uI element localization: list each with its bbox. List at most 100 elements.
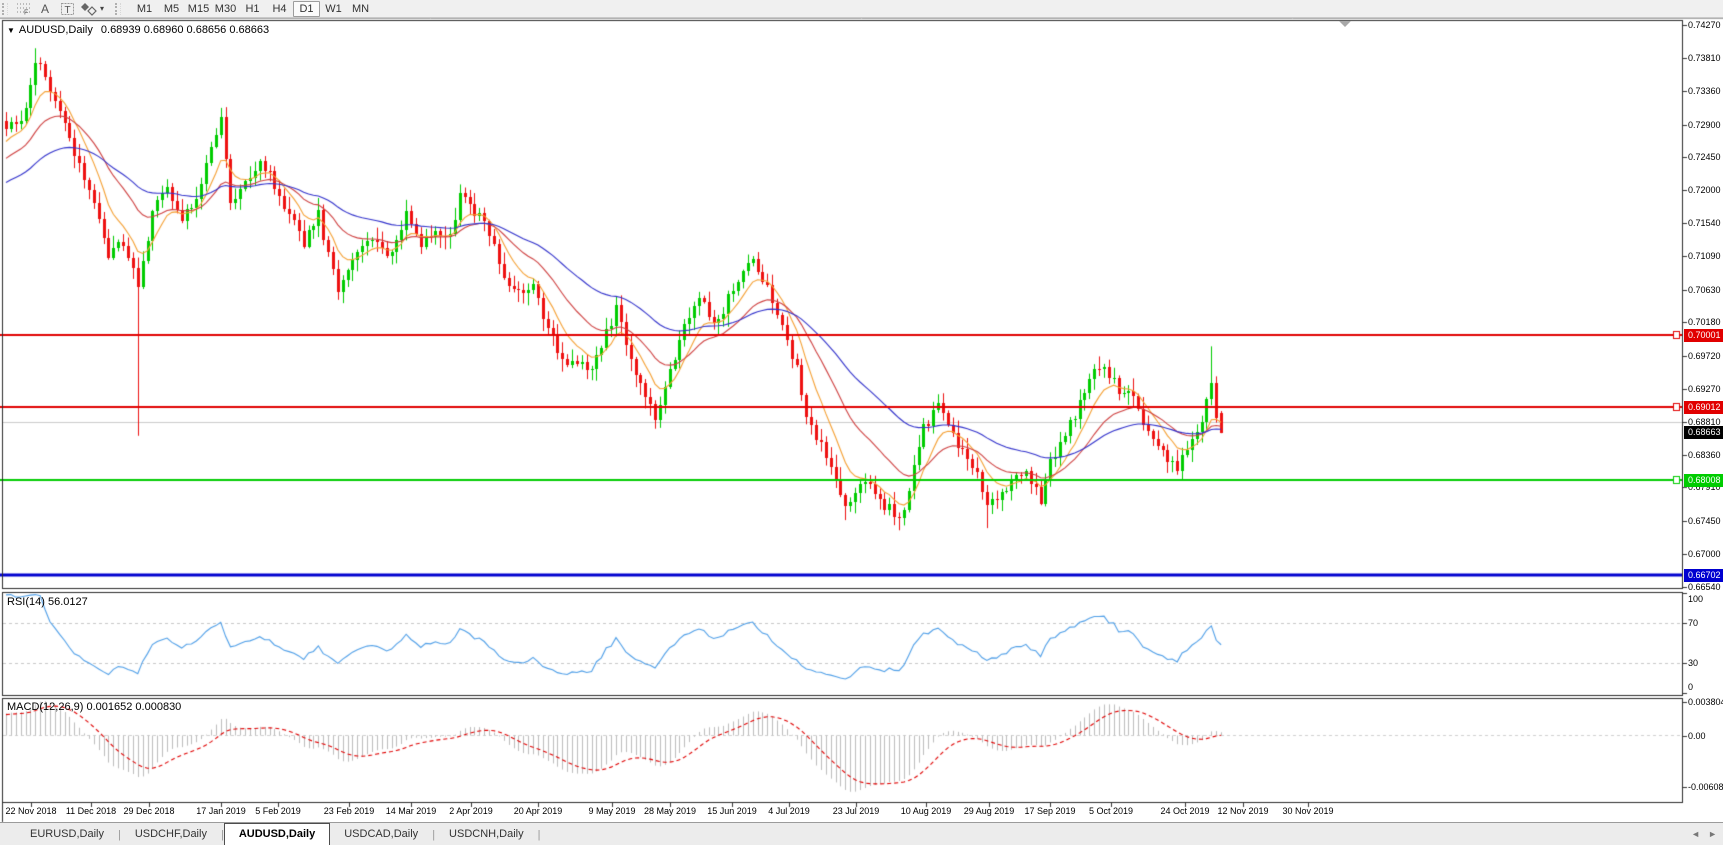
- date-label: 17 Jan 2019: [196, 806, 246, 816]
- date-label: 10 Aug 2019: [900, 806, 952, 816]
- date-label: 17 Sep 2019: [1024, 806, 1076, 816]
- tab-scroll-right-icon[interactable]: ►: [1708, 829, 1717, 839]
- tab-audusd[interactable]: AUDUSD,Daily: [223, 823, 331, 845]
- tab-scroll-left-icon[interactable]: ◄: [1691, 829, 1701, 839]
- boxed-t-icon: T: [60, 2, 74, 16]
- date-label: 22 Nov 2018: [5, 806, 57, 816]
- toolbar: F A T ▾ M1 M5 M15 M30 H1 H4 D1 W1 MN: [0, 0, 1723, 18]
- rsi-value: 56.0127: [47, 596, 88, 608]
- macd-axis-label: -0.006080: [1688, 782, 1723, 792]
- timeframe-button-m1[interactable]: M1: [136, 2, 153, 15]
- timeframe-button-h4[interactable]: H4: [272, 2, 287, 15]
- date-label: 9 May 2019: [588, 806, 636, 816]
- macd-values: 0.001652 0.000830: [86, 701, 182, 713]
- tab-divider: |: [537, 829, 541, 841]
- date-label: 23 Feb 2019: [323, 806, 375, 816]
- price-tick-label: 0.69720: [1688, 350, 1721, 361]
- fibo-grid-icon: F: [16, 3, 30, 16]
- date-label: 14 Mar 2019: [385, 806, 437, 816]
- arrows-dropdown-caret-icon[interactable]: ▾: [99, 4, 104, 13]
- price-tick-label: 0.67000: [1688, 548, 1721, 559]
- macd-axis-label: 0.003804: [1688, 697, 1723, 707]
- macd-indicator-label: MACD(12,26,9) 0.001652 0.000830: [7, 701, 181, 713]
- timeframe-button-d1[interactable]: D1: [293, 0, 320, 17]
- price-axis[interactable]: 0.74270 0.73810 0.73360 0.72900 0.72450 0.720…: [1683, 0, 1723, 822]
- chart-tab-bar: EURUSD,Daily | USDCHF,Daily | AUDUSD,Daily US…: [0, 822, 1723, 845]
- timeframe-button-m5[interactable]: M5: [163, 2, 180, 15]
- hline-price-label: 0.70001: [1684, 328, 1723, 342]
- chart-symbol-period: AUDUSD,Daily: [18, 24, 93, 36]
- price-tick-label: 0.68360: [1688, 449, 1721, 460]
- date-label: 5 Feb 2019: [255, 806, 301, 816]
- chart-title: ▼ AUDUSD,Daily 0.68939 0.68960 0.68656 0.6…: [7, 24, 269, 36]
- date-label: 12 Nov 2019: [1217, 806, 1269, 816]
- time-axis[interactable]: 22 Nov 2018 11 Dec 2018 29 Dec 2018 17 Jan …: [0, 803, 1683, 822]
- rsi-axis-label: 30: [1688, 658, 1699, 668]
- price-tick-label: 0.72900: [1688, 119, 1721, 130]
- date-label: 29 Aug 2019: [963, 806, 1015, 816]
- price-tick-label: 0.74270: [1688, 20, 1721, 30]
- svg-text:T: T: [64, 5, 70, 16]
- date-label: 28 May 2019: [643, 806, 697, 816]
- tab-divider: |: [117, 829, 121, 841]
- price-tick-label: 0.70180: [1688, 317, 1721, 328]
- price-tick-label: 0.70630: [1688, 284, 1721, 295]
- timeframe-button-h1[interactable]: H1: [245, 2, 260, 15]
- date-label: 11 Dec 2018: [65, 806, 117, 816]
- date-label: 20 Apr 2019: [513, 806, 563, 816]
- date-label: 2 Apr 2019: [449, 806, 493, 816]
- rsi-axis-label: 100: [1688, 594, 1704, 604]
- timeframe-group: M1 M5 M15 M30 H1 H4 D1 W1 MN: [131, 0, 374, 17]
- date-label: 15 Jun 2019: [707, 806, 757, 816]
- hline-price-label: 0.66702: [1684, 568, 1723, 582]
- tab-scroll-arrows: ◄ ►: [1691, 828, 1717, 840]
- chart-shift-marker-icon[interactable]: [1339, 21, 1351, 27]
- arrows-tool-icon[interactable]: [78, 1, 100, 17]
- date-label: 29 Dec 2018: [123, 806, 175, 816]
- tab-usdchf[interactable]: USDCHF,Daily: [134, 828, 207, 840]
- hline-price-label: 0.69012: [1684, 400, 1723, 414]
- price-tick-label: 0.71090: [1688, 251, 1721, 262]
- date-label: 4 Jul 2019: [768, 806, 810, 816]
- price-tick-label: 0.66540: [1688, 582, 1721, 592]
- timeframe-button-mn[interactable]: MN: [351, 2, 370, 15]
- tab-divider: |: [432, 829, 436, 841]
- price-tick-label: 0.67450: [1688, 515, 1721, 526]
- tab-usdcnh[interactable]: USDCNH,Daily: [449, 828, 524, 840]
- svg-text:F: F: [24, 10, 28, 16]
- macd-axis-label: 0.00: [1688, 731, 1706, 741]
- price-tick-label: 0.73360: [1688, 86, 1721, 97]
- timeframe-button-w1[interactable]: W1: [325, 2, 342, 15]
- current-price-label: 0.68663: [1684, 426, 1723, 440]
- price-tick-label: 0.72000: [1688, 185, 1721, 196]
- price-tick-label: 0.67910: [1688, 482, 1721, 493]
- fibonacci-tool-icon[interactable]: F: [12, 1, 34, 17]
- text-label-tool-icon[interactable]: T: [56, 1, 78, 17]
- symbol-dropdown-icon[interactable]: ▼: [7, 26, 15, 35]
- toolbar-grip-2[interactable]: [115, 2, 121, 15]
- tab-eurusd[interactable]: EURUSD,Daily: [30, 828, 104, 840]
- hline-price-label: 0.68008: [1684, 473, 1723, 487]
- macd-name: MACD(12,26,9): [7, 701, 84, 713]
- chart-ohlc-values: 0.68939 0.68960 0.68656 0.68663: [100, 24, 270, 36]
- tabs-container: EURUSD,Daily | USDCHF,Daily | AUDUSD,Daily US…: [16, 823, 540, 845]
- timeframe-button-m15[interactable]: M15: [187, 2, 210, 15]
- date-label: 24 Oct 2019: [1160, 806, 1210, 816]
- timeframe-button-m30[interactable]: M30: [214, 2, 237, 15]
- date-label: 30 Nov 2019: [1282, 806, 1334, 816]
- toolbar-grip[interactable]: [2, 2, 8, 15]
- date-label: 23 Jul 2019: [832, 806, 880, 816]
- price-tick-label: 0.71540: [1688, 218, 1721, 229]
- tab-usdcad[interactable]: USDCAD,Daily: [344, 828, 419, 840]
- rsi-axis-label: 70: [1688, 618, 1699, 628]
- tab-divider: |: [220, 829, 224, 841]
- rsi-axis-label: 0: [1688, 682, 1694, 692]
- price-tick-label: 0.73810: [1688, 53, 1721, 64]
- rsi-name: RSI(14): [7, 596, 45, 608]
- rsi-indicator-label: RSI(14) 56.0127: [7, 596, 88, 608]
- price-tick-label: 0.72450: [1688, 152, 1721, 163]
- text-tool-icon[interactable]: A: [40, 1, 49, 16]
- price-tick-label: 0.68810: [1688, 416, 1721, 427]
